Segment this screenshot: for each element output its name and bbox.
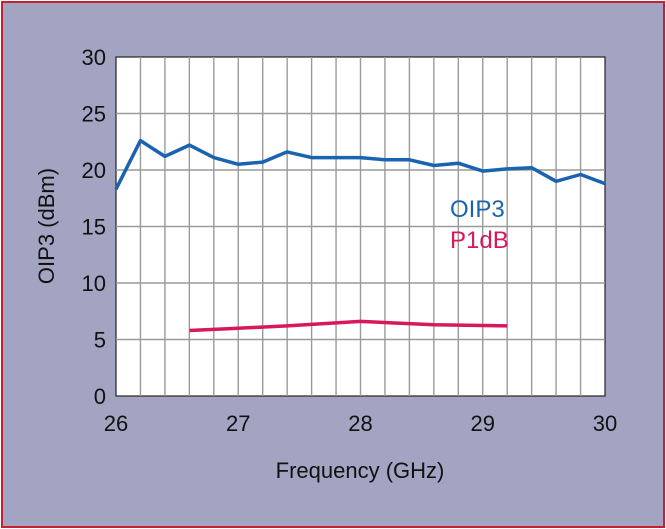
x-tick-label: 28 — [348, 411, 372, 436]
grid — [116, 57, 605, 396]
x-tick-label: 27 — [226, 411, 250, 436]
y-tick-label: 15 — [82, 215, 106, 240]
y-tick-label: 30 — [82, 45, 106, 70]
series-line-oip3 — [114, 138, 606, 190]
y-tick-label: 20 — [82, 158, 106, 183]
x-tick-label: 26 — [104, 411, 128, 436]
y-tick-label: 25 — [82, 102, 106, 127]
tick-labels: 26 27 28 29 30 0 5 10 15 20 25 30 — [82, 45, 618, 436]
legend-p1db: P1dB — [450, 227, 509, 254]
x-tick-label: 30 — [593, 411, 617, 436]
y-axis-label: OIP3 (dBm) — [34, 168, 59, 284]
x-axis-label: Frequency (GHz) — [276, 458, 445, 483]
y-tick-label: 5 — [94, 328, 106, 353]
legend-oip3: OIP3 — [450, 196, 505, 223]
series-line-p1db — [189, 319, 508, 333]
y-tick-label: 0 — [94, 384, 106, 409]
series-lines — [114, 138, 606, 333]
x-tick-label: 29 — [471, 411, 495, 436]
y-tick-label: 10 — [82, 271, 106, 296]
